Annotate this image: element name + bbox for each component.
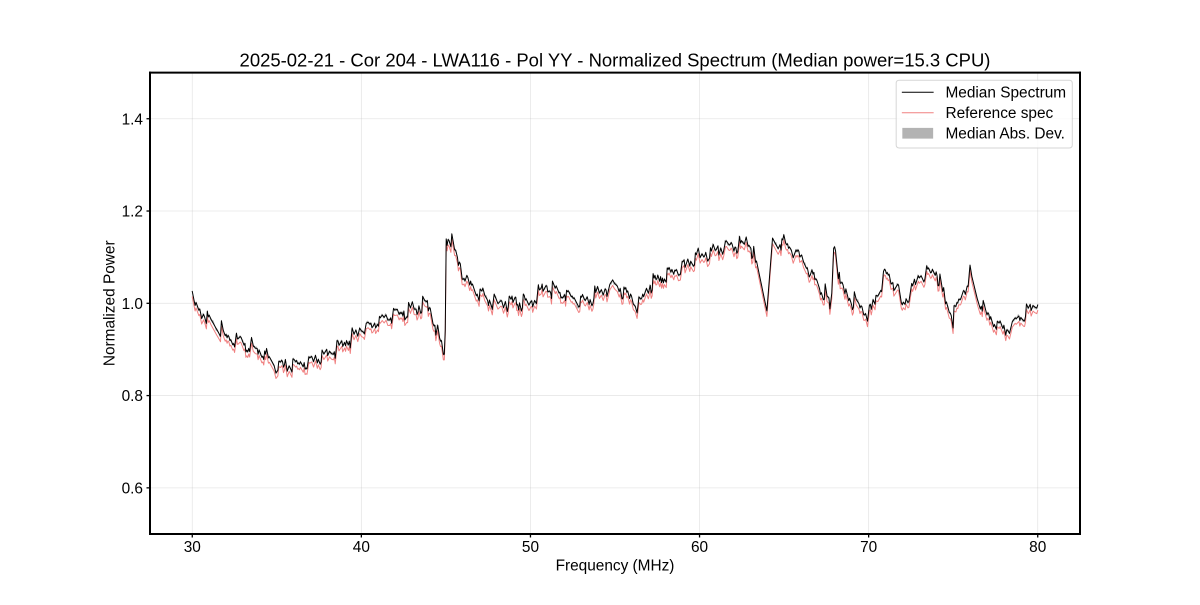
svg-text:80: 80 bbox=[1029, 539, 1046, 556]
svg-text:1.4: 1.4 bbox=[122, 111, 144, 128]
svg-text:Reference spec: Reference spec bbox=[945, 105, 1053, 122]
svg-text:2025-02-21 - Cor 204 - LWA116: 2025-02-21 - Cor 204 - LWA116 - Pol YY -… bbox=[240, 50, 991, 71]
svg-text:70: 70 bbox=[860, 539, 877, 556]
svg-text:50: 50 bbox=[522, 539, 539, 556]
svg-text:1.2: 1.2 bbox=[122, 204, 143, 221]
svg-text:1.0: 1.0 bbox=[122, 296, 143, 313]
svg-text:0.8: 0.8 bbox=[122, 388, 143, 405]
svg-text:0.6: 0.6 bbox=[122, 480, 143, 497]
svg-text:30: 30 bbox=[184, 539, 201, 556]
svg-text:Frequency (MHz): Frequency (MHz) bbox=[556, 558, 675, 575]
svg-text:60: 60 bbox=[691, 539, 708, 556]
svg-text:40: 40 bbox=[353, 539, 370, 556]
svg-text:Median Abs. Dev.: Median Abs. Dev. bbox=[945, 126, 1064, 143]
svg-text:Normalized Power: Normalized Power bbox=[101, 240, 118, 366]
svg-text:Median Spectrum: Median Spectrum bbox=[945, 85, 1066, 102]
